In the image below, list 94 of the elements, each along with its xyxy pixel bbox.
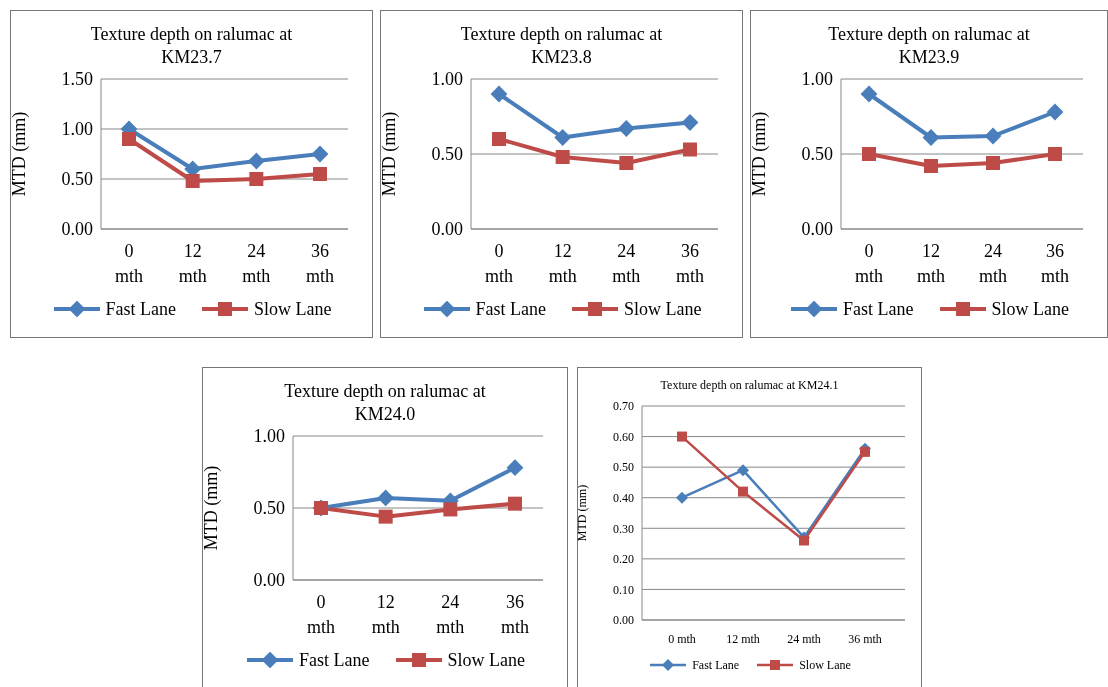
y-tick-label: 0.50 xyxy=(801,144,833,165)
point xyxy=(986,156,1000,170)
point xyxy=(799,535,809,546)
point xyxy=(311,145,329,163)
point xyxy=(984,127,1002,145)
y-tick-label: 0.00 xyxy=(613,613,634,628)
x-tick-label: 12 mth xyxy=(916,241,946,287)
legend-label: Fast Lane xyxy=(843,298,914,320)
x-tick-label: 36 mth xyxy=(500,592,530,638)
legend-label: Slow Lane xyxy=(254,298,332,320)
y-tick-label: 0.20 xyxy=(613,552,634,567)
x-tick-label: 24 mth xyxy=(612,241,641,287)
point xyxy=(247,152,265,170)
x-tick-label: 24 mth xyxy=(978,241,1008,287)
y-tick-label: 1.00 xyxy=(801,69,833,90)
legend-label: Fast Lane xyxy=(475,298,546,320)
point xyxy=(860,85,878,103)
point xyxy=(860,446,870,457)
y-tick-label: 0.00 xyxy=(61,219,93,240)
chart-title: Texture depth on ralumac at KM23.8 xyxy=(459,22,664,69)
x-tick-label: 24 mth xyxy=(436,592,465,638)
point xyxy=(249,172,264,186)
legend-label: Fast Lane xyxy=(299,649,370,671)
legend-label: Slow Lane xyxy=(991,298,1069,320)
x-tick-label: 0 mth xyxy=(306,592,336,638)
point xyxy=(737,464,749,477)
y-tick-label: 0.50 xyxy=(613,460,634,475)
x-tick-label: 12 mth xyxy=(726,631,760,646)
x-tick-label: 0 mth xyxy=(854,241,884,287)
legend-label: Slow Lane xyxy=(624,298,702,320)
chart-title: Texture depth on ralumac at KM24.1 xyxy=(659,377,840,395)
y-tick-label: 0.50 xyxy=(253,498,285,519)
point xyxy=(619,156,634,170)
chart-title: Texture depth on ralumac at KM23.9 xyxy=(827,22,1031,69)
point xyxy=(922,129,940,146)
point xyxy=(506,459,524,477)
point xyxy=(443,502,458,517)
point xyxy=(490,85,508,103)
y-axis-title: MTD (mm) xyxy=(749,111,771,197)
point xyxy=(681,114,699,131)
y-tick-label: 0.50 xyxy=(61,169,93,190)
point xyxy=(122,132,136,146)
y-tick-label: 0.30 xyxy=(613,521,634,536)
x-tick-label: 12 mth xyxy=(371,592,400,638)
x-tick-label: 0 mth xyxy=(668,631,696,646)
legend-label: Fast Lane xyxy=(692,657,740,673)
point xyxy=(677,431,687,442)
x-tick-label: 36 mth xyxy=(305,241,335,287)
y-axis-title: MTD (mm) xyxy=(575,484,590,542)
y-tick-label: 1.00 xyxy=(253,426,285,447)
x-tick-label: 0 mth xyxy=(484,241,514,287)
chart-title: Texture depth on ralumac at KM24.0 xyxy=(283,379,487,426)
y-tick-label: 0.60 xyxy=(613,429,634,444)
y-axis-title: MTD (mm) xyxy=(9,111,31,197)
point xyxy=(738,486,748,497)
point xyxy=(1048,147,1062,161)
x-tick-label: 24 mth xyxy=(242,241,271,287)
chart-title: Texture depth on ralumac at KM23.7 xyxy=(89,22,294,69)
y-tick-label: 0.00 xyxy=(253,570,285,591)
point xyxy=(617,120,635,137)
y-axis-title: MTD (mm) xyxy=(379,111,401,197)
legend-label: Fast Lane xyxy=(105,298,176,320)
y-tick-label: 0.70 xyxy=(613,399,634,414)
point xyxy=(555,150,570,164)
x-tick-label: 36 mth xyxy=(675,241,705,287)
y-tick-label: 1.00 xyxy=(431,69,463,90)
point xyxy=(924,159,938,173)
x-tick-label: 12 mth xyxy=(548,241,577,287)
y-tick-label: 0.50 xyxy=(431,144,463,165)
point xyxy=(683,142,697,157)
x-tick-label: 12 mth xyxy=(178,241,207,287)
point xyxy=(862,147,876,161)
point xyxy=(185,174,200,188)
x-tick-label: 36 mth xyxy=(848,631,882,646)
point xyxy=(313,167,327,181)
point xyxy=(676,491,688,504)
point xyxy=(508,496,522,511)
x-tick-label: 24 mth xyxy=(787,631,821,646)
y-tick-label: 0.10 xyxy=(613,582,634,597)
point xyxy=(378,509,393,524)
point xyxy=(554,129,572,146)
y-axis-title: MTD (mm) xyxy=(201,465,223,551)
x-tick-label: 36 mth xyxy=(1040,241,1070,287)
point xyxy=(1046,103,1064,121)
point xyxy=(492,132,506,146)
y-tick-label: 1.00 xyxy=(61,119,93,140)
y-tick-label: 0.00 xyxy=(431,219,463,240)
y-tick-label: 1.50 xyxy=(61,69,93,90)
x-tick-label: 0 mth xyxy=(114,241,144,287)
y-tick-label: 0.40 xyxy=(613,490,634,505)
y-tick-label: 0.00 xyxy=(801,219,833,240)
legend-label: Slow Lane xyxy=(447,649,525,671)
point xyxy=(377,489,395,507)
legend-label: Slow Lane xyxy=(799,657,851,673)
